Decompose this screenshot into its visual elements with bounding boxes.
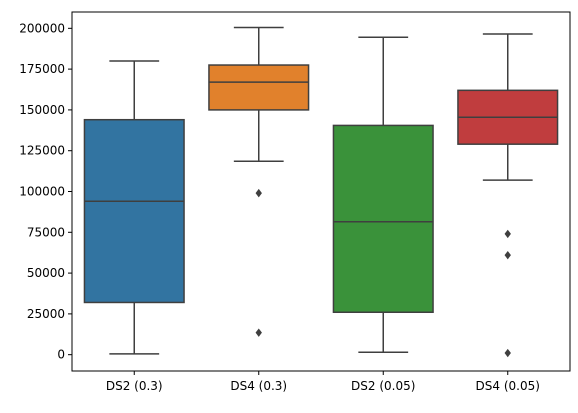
box-group <box>83 60 185 355</box>
box-group <box>332 36 434 353</box>
y-tick-label: 150000 <box>19 103 65 117</box>
y-axis: 0 25000 50000 75000 100000 125000 150000 175000… <box>19 21 72 362</box>
x-tick-label: DS4 (0.3) <box>230 379 287 393</box>
y-tick-label: 175000 <box>19 62 65 76</box>
box-iqr <box>208 64 310 111</box>
outlier-point <box>504 348 511 358</box>
y-tick-label: 50000 <box>27 266 65 280</box>
outlier-point <box>504 250 511 260</box>
y-tick-label: 0 <box>57 348 65 362</box>
y-tick-label: 200000 <box>19 21 65 35</box>
x-tick-label: DS2 (0.3) <box>106 379 163 393</box>
box-iqr <box>83 118 185 304</box>
y-tick-label: 125000 <box>19 144 65 158</box>
x-axis: DS2 (0.3) DS4 (0.3) DS2 (0.05) DS4 (0.05) <box>106 371 540 393</box>
boxes-layer <box>83 26 559 358</box>
box-group <box>457 33 559 358</box>
y-tick-label: 25000 <box>27 307 65 321</box>
y-tick-label: 75000 <box>27 225 65 239</box>
box-group <box>208 26 310 337</box>
outlier-point <box>255 328 262 337</box>
outlier-point <box>504 229 511 239</box>
box-iqr <box>332 124 434 314</box>
plot-frame <box>71 11 571 372</box>
x-tick-label: DS2 (0.05) <box>351 379 415 393</box>
outlier-point <box>255 188 262 198</box>
y-tick-label: 100000 <box>19 185 65 199</box>
x-tick-label: DS4 (0.05) <box>476 379 540 393</box>
